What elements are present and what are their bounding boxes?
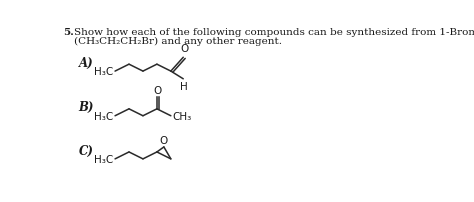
- Text: O: O: [160, 135, 168, 145]
- Text: O: O: [180, 44, 188, 54]
- Text: B): B): [79, 101, 94, 114]
- Text: H₃C: H₃C: [94, 154, 113, 164]
- Text: H: H: [180, 82, 188, 92]
- Text: A): A): [79, 56, 93, 69]
- Text: (CH₃CH₂CH₂Br) and any other reagent.: (CH₃CH₂CH₂Br) and any other reagent.: [74, 37, 282, 46]
- Text: O: O: [154, 85, 162, 96]
- Text: Show how each of the following compounds can be synthesized from 1-Bromopropane: Show how each of the following compounds…: [74, 28, 474, 37]
- Text: C): C): [79, 144, 93, 157]
- Text: H₃C: H₃C: [94, 111, 113, 121]
- Text: CH₃: CH₃: [173, 111, 191, 121]
- Text: 5.: 5.: [63, 28, 74, 37]
- Text: H₃C: H₃C: [94, 67, 113, 77]
